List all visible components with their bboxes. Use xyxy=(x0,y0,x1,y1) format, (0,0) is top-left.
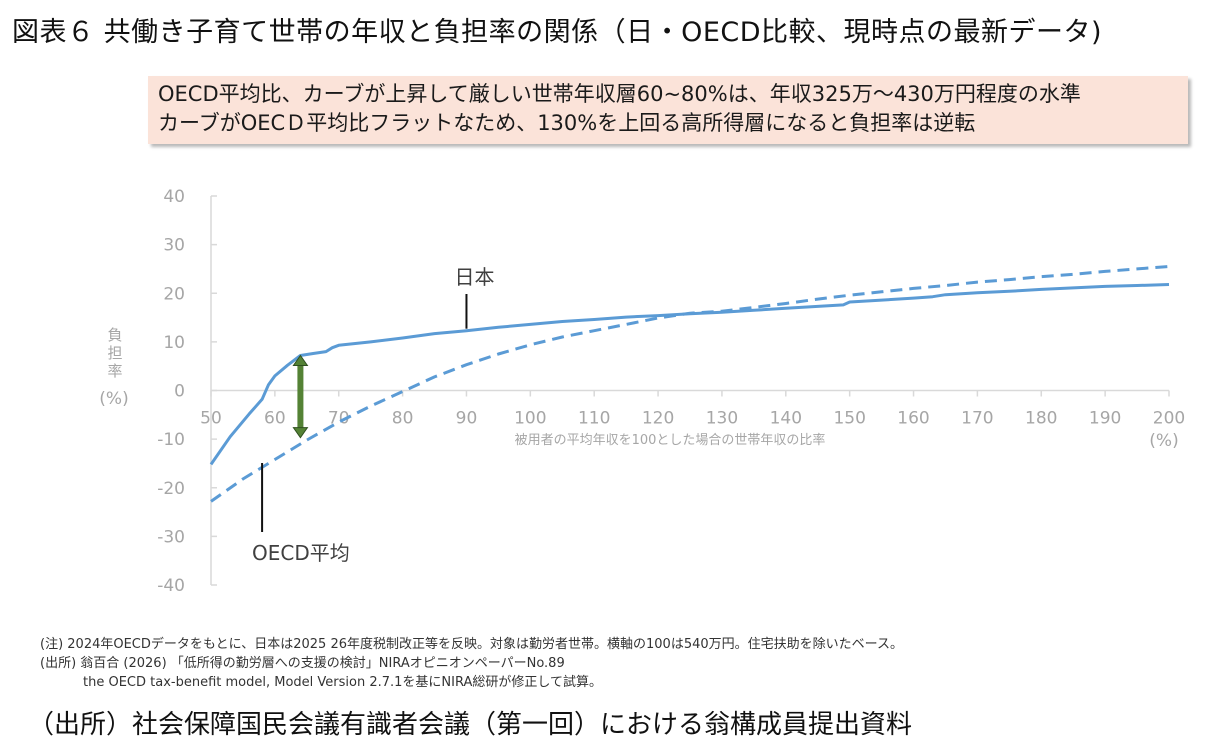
callout-line-2: カーブがOECＤ平均比フラットなため、130%を上回る高所得層になると負担率は逆… xyxy=(158,111,976,135)
x-tick-label: 170 xyxy=(961,409,993,429)
y-tick-label: -20 xyxy=(157,479,185,499)
oecd-label: OECD平均 xyxy=(252,541,350,565)
x-tick-label: 200 xyxy=(1153,409,1185,429)
callout-line-1: OECD平均比、カーブが上昇して厳しい世帯年収層60~80%は、年収325万～4… xyxy=(158,82,1081,106)
y-axis-title-char: 担 xyxy=(107,344,122,362)
source-note-line: (出所) 翁百合 (2026) 「低所得の勤労層への支援の検討」NIRAオピニオ… xyxy=(40,656,565,671)
x-tick-label: 150 xyxy=(833,409,865,429)
y-axis-title-char: 率 xyxy=(107,362,122,380)
y-tick-label: 10 xyxy=(163,333,185,353)
y-tick-label: -10 xyxy=(157,430,185,450)
annotations xyxy=(261,294,468,532)
y-tick-label: 40 xyxy=(163,187,185,207)
y-axis-title: 負担率 (%) xyxy=(99,326,128,409)
y-tick-label: 20 xyxy=(163,284,185,304)
gap-arrow-down-head-icon xyxy=(292,427,309,439)
y-axis-unit: (%) xyxy=(99,389,128,409)
callout-box: OECD平均比、カーブが上昇して厳しい世帯年収層60~80%は、年収325万～4… xyxy=(148,76,1188,144)
y-axis: 40 30 20 10 0 -10 -20 -30 -40 xyxy=(157,187,217,596)
x-tick-label: 90 xyxy=(456,409,478,429)
x-tick-label: 160 xyxy=(897,409,929,429)
x-tick-label: 70 xyxy=(328,409,350,429)
x-axis-title: 被用者の平均年収を100とした場合の世帯年収の比率 xyxy=(515,432,826,448)
x-axis-unit: (%) xyxy=(1149,431,1178,451)
y-axis-title-char: 負 xyxy=(107,326,122,344)
series-lines xyxy=(209,265,1170,503)
x-tick-label: 180 xyxy=(1025,409,1057,429)
x-tick-label: 110 xyxy=(578,409,610,429)
figure-title: 図表６ 共働き子育て世帯の年収と負担率の関係（日・OECD比較、現時点の最新デー… xyxy=(12,17,1103,48)
japan-label: 日本 xyxy=(454,265,494,289)
x-tick-label: 190 xyxy=(1089,409,1121,429)
x-axis: 50 60 70 80 90 100 110 120 130 140 150 160 170 180 190… xyxy=(200,389,1185,429)
y-tick-label: 0 xyxy=(174,382,185,402)
x-tick-label: 130 xyxy=(706,409,738,429)
x-tick-label: 60 xyxy=(264,409,286,429)
y-tick-label: 30 xyxy=(163,236,185,256)
x-tick-label: 120 xyxy=(642,409,674,429)
x-tick-label: 50 xyxy=(200,409,222,429)
oecd-average-line xyxy=(210,265,1170,503)
source-note-line-2: the OECD tax-benefit model, Model Versio… xyxy=(83,675,602,690)
x-tick-label: 100 xyxy=(514,409,546,429)
y-tick-label: -30 xyxy=(157,527,185,547)
japan-line xyxy=(209,283,1170,466)
note-line: (注) 2024年OECDデータをもとに、日本は2025 26年度税制改正等を反… xyxy=(40,637,903,652)
y-tick-label: -40 xyxy=(157,576,185,596)
source-caption: （出所）社会保障国民会議有識者会議（第一回）における翁構成員提出資料 xyxy=(28,710,913,740)
gap-arrow-up-head-icon xyxy=(292,354,309,366)
x-tick-label: 140 xyxy=(770,409,802,429)
x-tick-label: 80 xyxy=(392,409,414,429)
